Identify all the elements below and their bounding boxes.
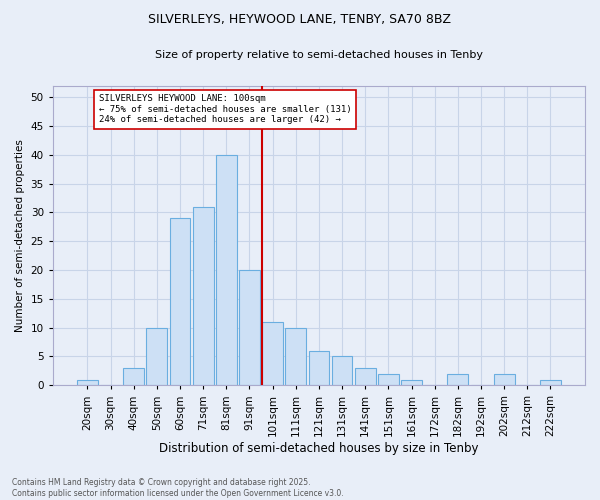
Title: Size of property relative to semi-detached houses in Tenby: Size of property relative to semi-detach… [155, 50, 483, 60]
Bar [494, 374, 515, 386]
Bar [332, 356, 352, 386]
Bar [193, 206, 214, 386]
Bar [124, 368, 144, 386]
Y-axis label: Number of semi-detached properties: Number of semi-detached properties [15, 139, 25, 332]
Text: SILVERLEYS, HEYWOOD LANE, TENBY, SA70 8BZ: SILVERLEYS, HEYWOOD LANE, TENBY, SA70 8B… [149, 12, 452, 26]
Bar [216, 155, 237, 386]
Bar [448, 374, 468, 386]
Bar [77, 380, 98, 386]
X-axis label: Distribution of semi-detached houses by size in Tenby: Distribution of semi-detached houses by … [159, 442, 479, 455]
Bar [401, 380, 422, 386]
Bar [540, 380, 561, 386]
Bar [378, 374, 399, 386]
Bar [170, 218, 190, 386]
Bar [262, 322, 283, 386]
Bar [286, 328, 306, 386]
Text: SILVERLEYS HEYWOOD LANE: 100sqm
← 75% of semi-detached houses are smaller (131)
: SILVERLEYS HEYWOOD LANE: 100sqm ← 75% of… [99, 94, 352, 124]
Bar [355, 368, 376, 386]
Bar [239, 270, 260, 386]
Text: Contains HM Land Registry data © Crown copyright and database right 2025.
Contai: Contains HM Land Registry data © Crown c… [12, 478, 344, 498]
Bar [308, 350, 329, 386]
Bar [146, 328, 167, 386]
